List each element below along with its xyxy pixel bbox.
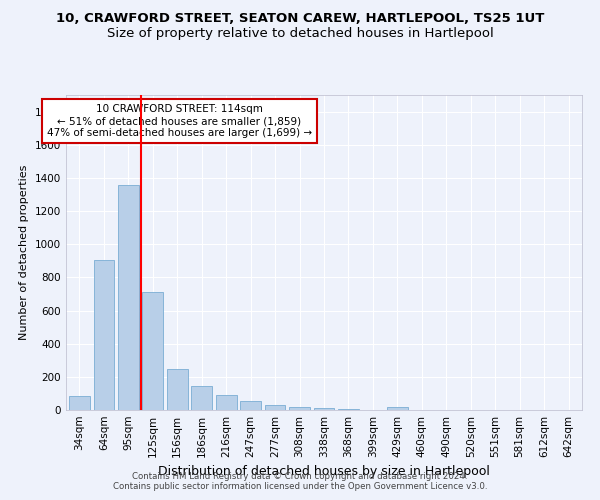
Text: Size of property relative to detached houses in Hartlepool: Size of property relative to detached ho… bbox=[107, 28, 493, 40]
Bar bbox=[289, 406, 310, 410]
Bar bbox=[240, 402, 261, 410]
Bar bbox=[387, 406, 408, 410]
Bar bbox=[118, 184, 139, 410]
Bar bbox=[216, 396, 236, 410]
Bar bbox=[191, 386, 212, 410]
Text: Contains HM Land Registry data © Crown copyright and database right 2024.: Contains HM Land Registry data © Crown c… bbox=[132, 472, 468, 481]
X-axis label: Distribution of detached houses by size in Hartlepool: Distribution of detached houses by size … bbox=[158, 466, 490, 478]
Bar bbox=[265, 404, 286, 410]
Bar bbox=[69, 396, 90, 410]
Bar bbox=[167, 369, 188, 410]
Text: 10 CRAWFORD STREET: 114sqm
← 51% of detached houses are smaller (1,859)
47% of s: 10 CRAWFORD STREET: 114sqm ← 51% of deta… bbox=[47, 104, 312, 138]
Text: 10, CRAWFORD STREET, SEATON CAREW, HARTLEPOOL, TS25 1UT: 10, CRAWFORD STREET, SEATON CAREW, HARTL… bbox=[56, 12, 544, 26]
Bar bbox=[338, 409, 359, 410]
Y-axis label: Number of detached properties: Number of detached properties bbox=[19, 165, 29, 340]
Bar bbox=[94, 260, 114, 410]
Text: Contains public sector information licensed under the Open Government Licence v3: Contains public sector information licen… bbox=[113, 482, 487, 491]
Bar bbox=[142, 292, 163, 410]
Bar bbox=[314, 408, 334, 410]
